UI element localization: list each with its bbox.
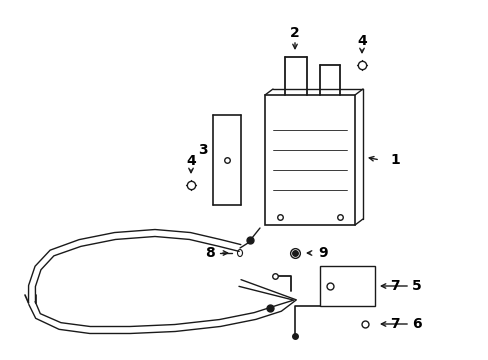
- Text: 3: 3: [198, 143, 207, 157]
- Text: 4: 4: [356, 34, 366, 48]
- Text: 9: 9: [318, 246, 327, 260]
- Text: 6: 6: [411, 317, 421, 331]
- Text: 8: 8: [204, 246, 214, 260]
- Text: 5: 5: [411, 279, 421, 293]
- Text: 2: 2: [289, 26, 299, 40]
- Text: 7: 7: [389, 279, 399, 293]
- Bar: [264, 95, 354, 225]
- Text: 1: 1: [389, 153, 399, 167]
- Bar: [319, 266, 374, 306]
- Text: 7: 7: [389, 317, 399, 331]
- Text: 4: 4: [186, 154, 196, 168]
